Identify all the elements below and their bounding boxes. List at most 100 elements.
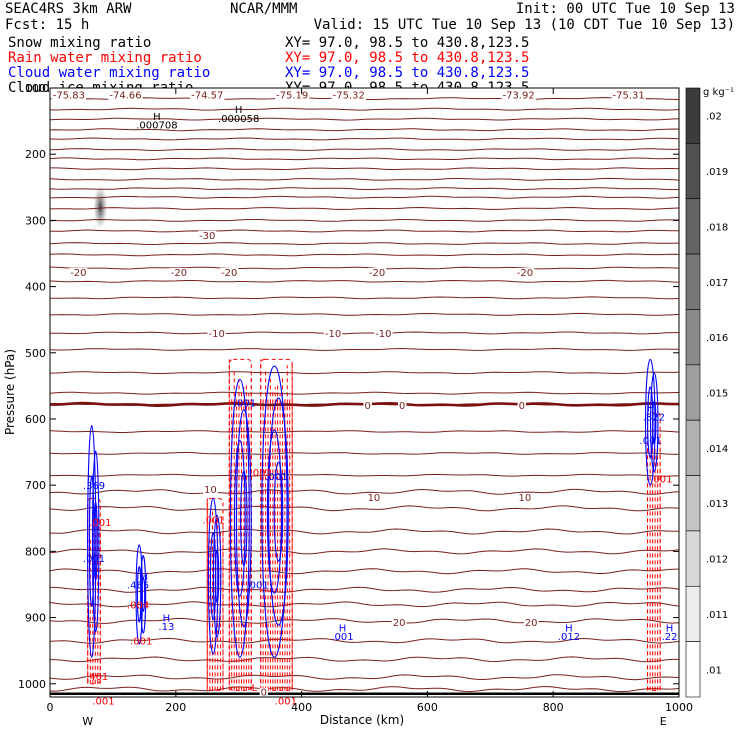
isotherm-label: 10 — [204, 485, 217, 496]
isotherm-label: -75.32 — [333, 91, 365, 102]
extremum-label: .001 — [130, 637, 152, 648]
colorbar-label: .011 — [706, 610, 728, 621]
isotherm-label-bg — [515, 268, 535, 280]
colorbar-label: .02 — [706, 112, 722, 123]
cloud-water-contour — [273, 461, 284, 562]
extremum-label: H — [565, 623, 573, 634]
colorbar: .02 .019 .018 .017 .016 .015 .014 .013 .012 .011.… — [685, 87, 728, 698]
cloud-water-contour — [268, 397, 289, 626]
x-axis-title: Distance (km) — [320, 713, 404, 727]
plot-frame — [49, 87, 680, 698]
isotherm-label: -73.92 — [502, 91, 534, 102]
isotherm-label: 10 — [368, 493, 381, 504]
y-tick-label: 300 — [25, 214, 46, 227]
colorbar-label: .016 — [706, 333, 728, 344]
isotherm-line — [49, 568, 680, 575]
colorbar-swatch — [685, 198, 701, 255]
isotherm-label: -20 — [369, 268, 385, 279]
isotherm-line — [49, 371, 680, 375]
contour-labels: -75.83 -74.66 -74.57 -75.19 -75.32 -73.92 -75.… — [51, 90, 678, 707]
isotherm-label: -20 — [517, 268, 533, 279]
isotherm-line — [49, 548, 680, 555]
isotherm-label-bg — [517, 401, 526, 413]
isotherm-line — [49, 177, 680, 181]
isotherm-label: -75.31 — [613, 91, 645, 102]
x-end-label-west: W — [82, 715, 93, 728]
x-tick-label: 200 — [165, 701, 186, 714]
isotherm-label: 0 — [364, 401, 370, 412]
cloud-water-contour — [229, 378, 250, 658]
isotherm-line — [49, 312, 680, 316]
x-tick-label: 400 — [291, 701, 312, 714]
isotherm-line — [49, 637, 680, 644]
extremum-label: H — [153, 112, 161, 123]
colorbar-swatch — [685, 143, 701, 200]
rain-contour-outline — [260, 358, 293, 691]
isotherm-label-bg — [398, 401, 407, 413]
isotherm-label: -75.83 — [53, 91, 85, 102]
extremum-label: .001 — [83, 554, 105, 565]
colorbar-label: .018 — [706, 222, 728, 233]
isotherm-label-bg — [69, 268, 88, 280]
y-tick-label: 800 — [25, 545, 46, 558]
isotherm-label-bg — [259, 687, 269, 699]
cloud-water-contour — [93, 501, 98, 582]
y-tick-label: 1000 — [18, 678, 46, 691]
extremum-label: .001 — [202, 516, 224, 527]
cloud-water-field-xy: XY= 97.0, 98.5 to 430.8,123.5 — [285, 65, 529, 81]
isotherm-label-bg — [108, 90, 143, 102]
forecast-hour: Fcst: 15 h — [5, 17, 89, 33]
extremum-label: .22 — [662, 632, 678, 643]
isotherm-label: -10 — [209, 329, 225, 340]
isotherm-line — [49, 242, 680, 246]
extremum-label: .012 — [558, 632, 580, 643]
extremum-label: H — [666, 623, 674, 634]
isotherm-label: -20 — [171, 268, 187, 279]
isotherm-label-bg — [367, 268, 387, 280]
isotherm-label-bg — [363, 401, 372, 413]
cloud-water-contours — [87, 358, 659, 658]
y-axis-title: Pressure (hPa) — [3, 349, 17, 435]
colorbar-swatch — [685, 364, 701, 421]
isotherm-line — [50, 331, 679, 335]
isotherm-label-bg — [331, 90, 366, 102]
isotherm-label: 20 — [393, 618, 406, 629]
cloud-water-contour — [136, 566, 142, 623]
colorbar-swatch — [685, 253, 701, 310]
init-time: Init: 00 UTC Tue 10 Sep 13 — [516, 1, 735, 17]
colorbar-swatch — [685, 530, 701, 587]
x-tick-label: 1000 — [665, 701, 693, 714]
isotherm-line — [49, 148, 680, 152]
y-tick-label: 100 — [25, 82, 46, 95]
isotherm-line — [49, 528, 680, 535]
colorbar-swatch — [685, 87, 701, 144]
isotherm-label-bg — [523, 618, 539, 630]
isotherm-line — [50, 167, 680, 171]
extremum-label: H — [87, 473, 95, 484]
isotherm-line — [49, 617, 680, 624]
plot-area: -75.83 -74.66 -74.57 -75.19 -75.32 -73.92 -75.… — [18, 82, 693, 728]
extremum-label: .000058 — [218, 114, 259, 125]
y-tick-label: 900 — [25, 612, 46, 625]
isotherm-line — [49, 452, 680, 455]
extremum-label: .13 — [158, 622, 174, 633]
isotherm-line — [49, 128, 680, 132]
isotherm-line — [49, 601, 680, 608]
isotherm-line — [49, 505, 680, 512]
cloud-water-contour — [212, 514, 222, 638]
extremum-label: H — [647, 404, 655, 415]
snow-layer — [93, 185, 108, 230]
model-title: SEAC4RS 3km ARW — [5, 1, 132, 17]
cloud-water-contour — [644, 358, 656, 486]
organization-label: NCAR/MMM — [230, 1, 297, 17]
y-tick-label: 400 — [25, 281, 46, 294]
isotherm-line — [49, 137, 680, 141]
isotherm-line — [49, 488, 680, 495]
cloud-water-contour — [261, 365, 288, 658]
colorbar-label: .015 — [706, 389, 728, 400]
rain-field-xy: XY= 97.0, 98.5 to 430.8,123.5 — [285, 50, 529, 66]
cloud-water-contour — [87, 425, 97, 658]
isotherm-label-bg — [220, 268, 239, 280]
